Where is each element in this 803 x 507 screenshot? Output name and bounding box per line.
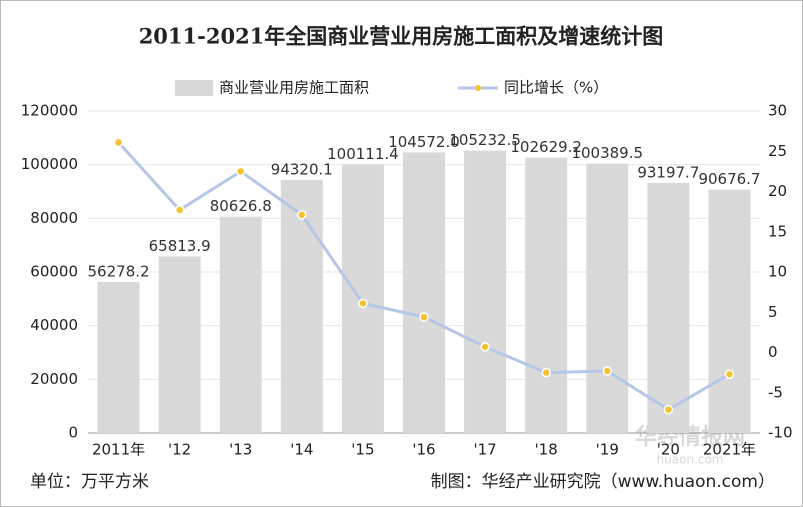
y2-tick-label: 25 xyxy=(768,142,787,160)
y2-tick-label: 15 xyxy=(768,222,787,240)
y2-tick-label: -10 xyxy=(768,424,793,442)
y-tick-label: 0 xyxy=(68,424,78,442)
legend-swatch xyxy=(175,80,213,96)
unit-note: 单位：万平方米 xyxy=(30,472,149,492)
y-tick-label: 40000 xyxy=(30,316,78,334)
bar xyxy=(647,182,690,433)
line-marker xyxy=(235,166,246,177)
legend-label: 商业营业用房施工面积 xyxy=(219,79,369,97)
x-tick-label: '19 xyxy=(596,441,619,459)
data-label: 94320.1 xyxy=(271,160,333,178)
y2-tick-label: 30 xyxy=(768,102,787,120)
x-tick-label: 2021年 xyxy=(703,441,756,459)
watermark-url: huaon.com xyxy=(657,453,724,467)
y2-tick-label: 0 xyxy=(768,343,778,361)
x-tick-label: '18 xyxy=(535,441,558,459)
bar xyxy=(586,163,629,433)
data-label: 80626.8 xyxy=(210,197,272,215)
line-marker xyxy=(113,137,124,148)
x-tick-label: '14 xyxy=(290,441,313,459)
bar xyxy=(403,152,445,433)
bar xyxy=(97,281,140,433)
y2-tick-label: 20 xyxy=(768,182,787,200)
data-label: 105232.5 xyxy=(449,131,521,149)
y-tick-label: 80000 xyxy=(30,209,78,227)
line-marker xyxy=(480,342,490,352)
data-label: 102629.2 xyxy=(510,138,582,156)
y2-tick-label: 5 xyxy=(768,303,778,321)
x-tick-label: '13 xyxy=(229,441,252,459)
line-marker xyxy=(419,312,429,322)
data-label: 100111.4 xyxy=(327,145,399,163)
line-marker xyxy=(602,366,613,376)
y2-tick-label: -5 xyxy=(768,383,783,401)
data-label: 90676.7 xyxy=(698,170,760,188)
data-label: 65813.9 xyxy=(149,237,211,255)
bar xyxy=(219,216,262,433)
line-marker xyxy=(358,298,368,309)
bar xyxy=(525,157,568,434)
x-tick-label: '17 xyxy=(473,441,496,459)
data-label: 56278.2 xyxy=(88,262,150,280)
line-marker xyxy=(663,404,674,415)
y2-tick-label: 10 xyxy=(768,263,787,281)
data-label: 100389.5 xyxy=(571,144,643,162)
bar xyxy=(464,150,507,433)
y-tick-label: 100000 xyxy=(21,155,78,173)
x-tick-label: '15 xyxy=(351,441,374,459)
x-tick-label: 2011年 xyxy=(92,441,145,459)
line-marker xyxy=(541,367,551,378)
bar xyxy=(708,189,751,433)
data-label: 93197.7 xyxy=(637,163,699,181)
data-label: 104572.0 xyxy=(388,133,460,151)
bar xyxy=(158,256,201,433)
y-tick-label: 20000 xyxy=(30,370,78,388)
y-tick-label: 120000 xyxy=(21,102,78,120)
legend-marker xyxy=(475,85,481,91)
chart-title: 2011-2021年全国商业营业用房施工面积及增速统计图 xyxy=(139,24,664,49)
line-marker xyxy=(724,369,735,379)
bar xyxy=(280,179,323,433)
x-tick-label: '20 xyxy=(657,441,680,459)
line-marker xyxy=(174,205,185,215)
line-marker xyxy=(297,210,307,220)
source: 制图：华经产业研究院（www.huaon.com） xyxy=(431,472,775,492)
x-tick-label: '12 xyxy=(168,441,191,459)
legend-label: 同比增长（%） xyxy=(504,79,608,97)
y-tick-label: 60000 xyxy=(30,263,78,281)
x-tick-label: '16 xyxy=(412,441,435,459)
